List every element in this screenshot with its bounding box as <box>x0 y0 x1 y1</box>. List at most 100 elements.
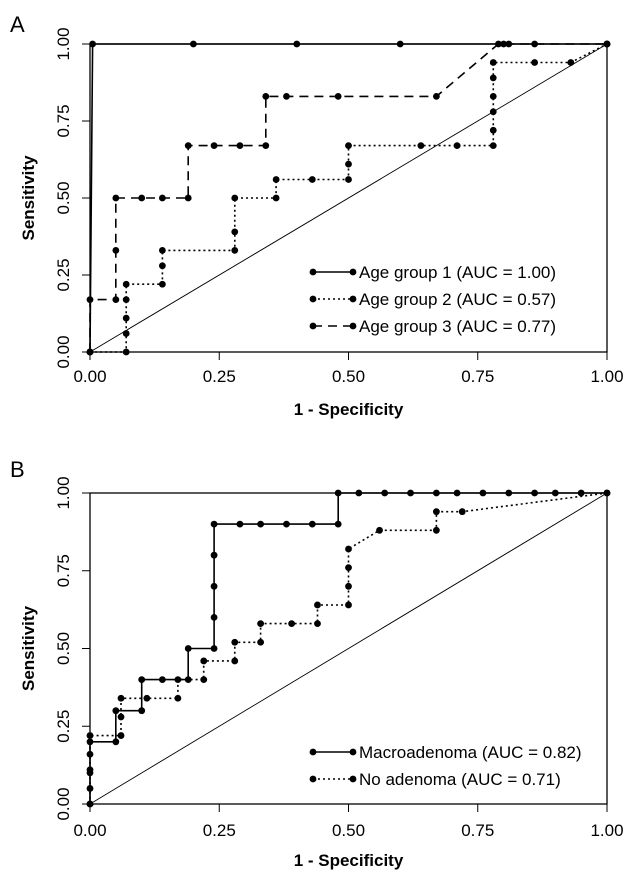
x-tick-label: 0.00 <box>73 367 106 386</box>
data-point <box>257 520 265 528</box>
data-point <box>432 489 440 497</box>
data-point <box>86 750 94 758</box>
x-axis-label: 1 - Specificity <box>294 851 404 870</box>
data-point <box>210 614 218 621</box>
data-point <box>314 601 321 609</box>
data-point <box>500 40 507 48</box>
data-point <box>122 296 130 304</box>
data-point <box>355 489 363 497</box>
data-point <box>345 160 352 168</box>
data-point <box>345 564 352 572</box>
data-point <box>200 657 208 665</box>
y-tick-label: 0.50 <box>54 181 73 214</box>
data-point <box>236 520 244 528</box>
data-point <box>432 92 440 100</box>
data-point <box>86 348 94 356</box>
reference-diagonal-line <box>89 43 608 353</box>
data-point <box>210 582 218 590</box>
data-point <box>308 176 316 183</box>
y-axis-label: Sensitivity <box>19 155 38 241</box>
data-point <box>489 126 497 134</box>
data-point <box>334 489 342 497</box>
data-point <box>345 545 352 553</box>
legend-marker <box>309 322 317 330</box>
data-point <box>345 142 352 150</box>
data-point <box>334 92 342 100</box>
data-point <box>293 40 301 48</box>
data-point <box>489 142 497 150</box>
data-point <box>577 489 585 497</box>
x-tick-label: 1.00 <box>590 821 623 840</box>
data-point <box>603 40 611 48</box>
data-point <box>479 489 487 497</box>
data-point <box>345 601 352 609</box>
data-point <box>458 508 466 516</box>
series-line-1 <box>89 492 607 804</box>
data-point <box>603 489 611 497</box>
data-point <box>417 142 425 150</box>
data-point <box>453 489 461 497</box>
data-point <box>432 526 440 534</box>
data-point <box>122 330 130 337</box>
data-point <box>117 732 125 739</box>
series-line-3 <box>89 43 607 352</box>
legend-label: Age group 3 (AUC = 0.77) <box>359 317 556 336</box>
data-point <box>122 314 130 322</box>
data-point <box>314 620 321 628</box>
legend-marker <box>309 775 317 783</box>
data-point <box>117 694 125 702</box>
data-point <box>531 59 539 66</box>
x-tick-label: 0.50 <box>332 367 365 386</box>
x-tick-label: 0.75 <box>461 367 494 386</box>
y-tick-label: 0.50 <box>54 632 73 665</box>
data-point <box>117 713 125 721</box>
data-point <box>272 194 280 202</box>
y-tick-label: 1.00 <box>54 476 73 509</box>
data-point <box>567 59 575 66</box>
legend-label: Macroadenoma (AUC = 0.82) <box>359 743 582 762</box>
data-point <box>184 676 192 683</box>
data-point <box>138 194 146 202</box>
data-point <box>158 676 166 683</box>
data-point <box>489 92 497 100</box>
data-point <box>86 785 94 792</box>
data-point <box>453 142 461 150</box>
data-point <box>272 176 280 183</box>
data-point <box>158 194 166 202</box>
x-tick-label: 0.25 <box>203 367 236 386</box>
x-tick-label: 1.00 <box>590 367 623 386</box>
data-point <box>236 142 244 150</box>
data-point <box>283 92 290 100</box>
data-point <box>184 194 192 202</box>
legend-marker <box>309 268 317 276</box>
panel-letter: B <box>10 457 25 482</box>
data-point <box>210 551 218 559</box>
legend-marker <box>309 295 317 303</box>
data-point <box>112 707 120 715</box>
data-point <box>551 489 559 497</box>
data-point <box>257 638 265 646</box>
data-point <box>257 620 265 628</box>
data-point <box>489 59 497 66</box>
data-point <box>345 176 352 183</box>
data-point <box>531 40 539 48</box>
data-point <box>122 348 130 356</box>
data-point <box>112 194 120 202</box>
data-point <box>407 489 414 497</box>
data-point <box>158 246 166 254</box>
legend-marker <box>309 748 317 756</box>
data-point <box>231 228 239 236</box>
data-point <box>138 676 146 683</box>
y-axis-label: Sensitivity <box>19 605 38 691</box>
legend-marker <box>349 748 357 756</box>
x-axis-label: 1 - Specificity <box>294 400 404 419</box>
data-point <box>308 520 316 528</box>
data-point <box>184 142 192 150</box>
panel-letter: A <box>10 12 25 37</box>
y-tick-label: 0.75 <box>54 554 73 587</box>
x-tick-label: 0.50 <box>332 821 365 840</box>
legend-marker <box>349 295 357 303</box>
legend-label: Age group 2 (AUC = 0.57) <box>359 290 556 309</box>
reference-diagonal-line <box>89 492 608 805</box>
